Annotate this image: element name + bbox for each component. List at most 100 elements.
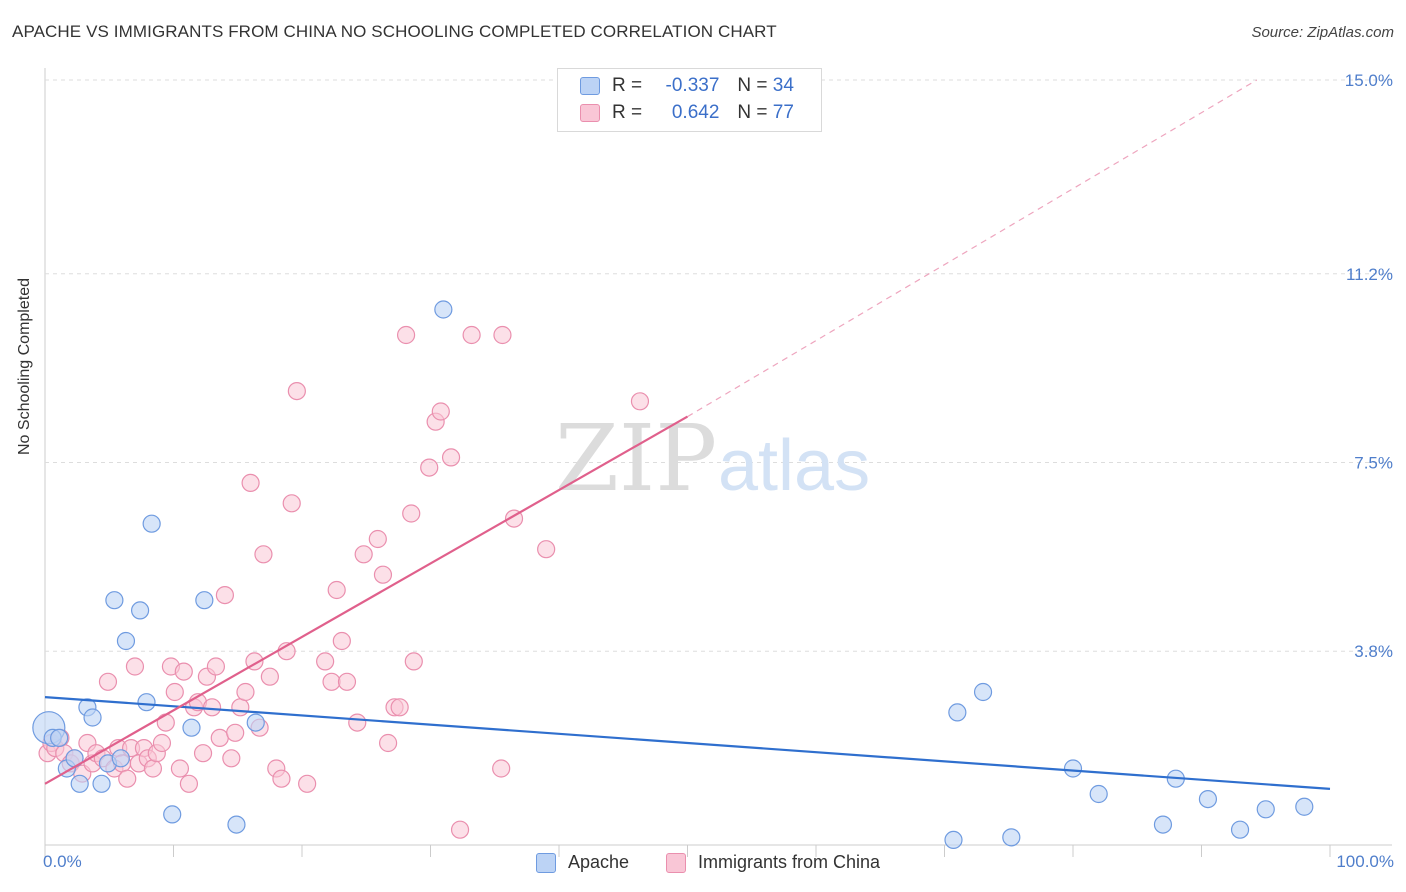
legend-n-value: 77 [772,102,794,123]
apache-point [92,774,111,793]
apache-point [142,514,161,533]
source-credit: Source: ZipAtlas.com [1251,24,1394,41]
china-point [170,759,190,778]
china-point [354,545,373,564]
china-point [630,392,650,411]
series-apache-points [32,300,1314,850]
apache-point [1063,759,1083,778]
apache-point [182,718,201,737]
apache-point [1230,820,1250,839]
china-point [462,325,481,345]
x-tick-label-max: 100.0% [1336,852,1394,871]
y-tick-label: 3.8% [1354,642,1393,661]
china-point [337,672,357,691]
china-point [165,682,184,702]
china-point [215,585,234,605]
legend-row-apache: R = -0.337 N = 34 [580,73,794,99]
legend-swatch-china [666,852,686,873]
china-point [174,662,193,681]
apache-point [948,703,967,722]
china-point [222,749,241,768]
series-china-points [38,325,650,839]
trend-line-apache [44,696,1331,790]
china-point [260,667,279,686]
china-point [143,759,163,778]
apache-point [137,693,156,712]
china-point [206,657,226,676]
apache-point [227,815,246,834]
legend-r-label: R = [612,75,643,96]
china-point [272,769,291,788]
legend-r-value: 0.642 [671,102,720,123]
apache-point [1295,797,1314,816]
y-tick-labels: 3.8% 7.5% 11.2% 15.0% [1345,71,1393,661]
apache-point [130,601,150,620]
watermark: ZIP atlas [555,405,870,512]
china-point [332,631,351,651]
legend-label-china: Immigrants from China [698,852,881,872]
legend-r-value: -0.337 [665,75,720,96]
apache-point [116,631,136,651]
china-point [396,325,416,345]
china-point [226,723,245,742]
watermark-zip: ZIP [555,405,717,512]
x-tick-label-min: 0.0% [43,852,82,871]
legend-swatch-apache [536,852,556,873]
china-point [404,652,423,671]
legend-swatch-china [580,104,600,122]
china-point [210,728,229,748]
legend-r-label: R = [612,102,643,123]
apache-point [105,591,124,610]
china-point [179,774,199,793]
y-tick-label: 15.0% [1345,71,1393,90]
apache-point [50,728,69,748]
y-tick-label: 7.5% [1354,454,1393,473]
legend-swatch-apache [580,77,600,95]
china-point [241,473,260,492]
china-point [152,733,172,753]
china-point [322,672,341,691]
correlation-legend: R = -0.337 N = 34 R = 0.642 N = 77 [557,68,822,132]
apache-point [111,749,130,768]
china-point [254,545,273,564]
apache-point [434,300,453,319]
legend-label-apache: Apache [568,852,630,872]
china-point [441,448,461,467]
legend-n-label: N = [737,102,768,123]
china-point [118,769,137,788]
china-point [156,713,175,732]
china-point [373,565,393,584]
china-point [537,540,556,559]
legend-item-china[interactable]: Immigrants from China [666,852,880,873]
china-point [125,657,145,676]
y-tick-label: 11.2% [1346,265,1393,284]
china-point [231,698,250,717]
apache-point [944,830,963,850]
china-point [298,774,317,793]
china-point [402,504,421,523]
china-point [327,580,346,600]
apache-point [163,805,182,824]
trend-line-china [44,415,689,785]
legend-row-china: R = 0.642 N = 77 [580,100,794,126]
china-point [98,672,118,691]
china-point [202,698,222,717]
apache-point [70,774,89,793]
legend-n-label: N = [737,75,768,96]
china-point [390,698,409,717]
china-point [368,529,387,549]
legend-item-apache[interactable]: Apache [536,852,629,873]
chart-title: APACHE VS IMMIGRANTS FROM CHINA NO SCHOO… [12,22,777,41]
watermark-atlas: atlas [718,426,870,506]
apache-point [1002,828,1021,847]
china-point [431,402,450,421]
china-point [492,759,511,778]
china-point [282,494,301,513]
trend-lines [44,79,1331,790]
china-point [378,733,398,753]
china-point [287,382,306,401]
apache-point [973,682,993,702]
apache-point [195,591,214,610]
series-legend: Apache Immigrants from China [0,850,1406,880]
